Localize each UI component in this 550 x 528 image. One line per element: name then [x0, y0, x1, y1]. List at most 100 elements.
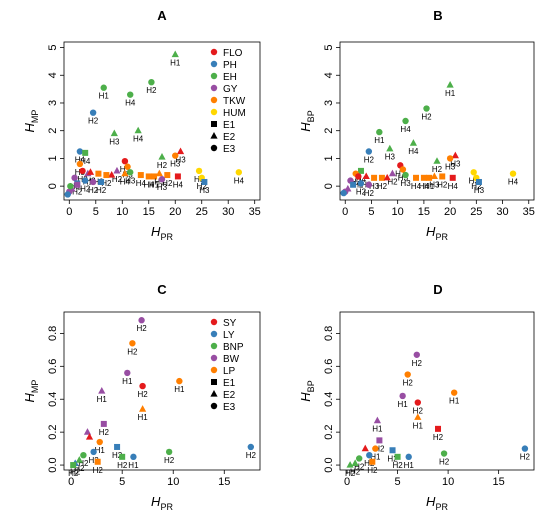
x-tick-label: 30: [222, 206, 234, 218]
data-point: [130, 453, 137, 461]
data-point: [365, 181, 373, 188]
data-point: [70, 462, 77, 469]
x-tick-label: 5: [395, 476, 401, 488]
point-label: H2: [112, 175, 123, 184]
point-label: H1: [398, 400, 409, 409]
y-tick-label: 0.2: [47, 424, 59, 439]
point-label: H2: [387, 178, 398, 187]
data-point: [475, 178, 482, 185]
data-point: [113, 166, 121, 174]
data-point: [164, 172, 171, 179]
data-point: [402, 171, 409, 179]
data-point: [108, 171, 116, 178]
point-label: H4: [356, 175, 367, 184]
data-point: [449, 174, 456, 181]
data-point: [426, 174, 433, 181]
y-tick-label: 4: [47, 72, 59, 78]
plot-frame: [63, 311, 261, 471]
data-point: [509, 170, 517, 177]
point-label: H1: [128, 461, 139, 470]
data-point: [71, 174, 78, 182]
data-point: [351, 459, 359, 467]
point-label: H4: [136, 179, 147, 188]
point-label: H3: [398, 174, 409, 183]
legend-label: E1: [223, 378, 236, 389]
data-point: [121, 169, 129, 177]
point-label: H1: [445, 89, 456, 98]
y-tick-label: 0.4: [47, 392, 59, 407]
data-point: [127, 169, 134, 176]
point-label: H2: [374, 444, 385, 453]
point-label: H2: [364, 189, 375, 198]
panel-title: A: [157, 8, 167, 23]
data-point: [404, 371, 411, 378]
data-point: [376, 128, 383, 136]
legend-marker: [210, 402, 218, 410]
point-label: H2: [78, 459, 89, 468]
point-label: H1: [122, 377, 133, 386]
data-point: [75, 456, 83, 463]
x-tick-label: 30: [496, 206, 508, 218]
point-label: H4: [419, 182, 430, 191]
point-label: H4: [448, 182, 459, 191]
data-point: [413, 351, 420, 358]
point-label: H2: [117, 461, 128, 470]
x-tick-label: 15: [218, 476, 230, 488]
point-label: H3: [474, 186, 485, 195]
legend-label: BNP: [223, 342, 244, 353]
legend-label: PH: [223, 60, 237, 71]
legend-marker: [210, 60, 218, 68]
data-point: [195, 167, 203, 175]
point-label: H2: [157, 161, 168, 170]
legend-marker: [210, 84, 218, 92]
x-tick-label: 25: [470, 206, 482, 218]
data-point: [145, 173, 152, 180]
point-label: H3: [385, 153, 396, 162]
data-point: [124, 369, 131, 377]
y-tick-label: 3: [47, 100, 59, 106]
point-label: H2: [432, 165, 443, 174]
data-point: [414, 399, 422, 406]
data-point: [389, 447, 396, 454]
legend-label: FLO: [223, 48, 243, 59]
point-label: H1: [83, 178, 94, 187]
y-tick-label: 5: [47, 44, 59, 50]
plot-frame: [63, 41, 261, 201]
point-label: H2: [350, 467, 361, 476]
panel-d: D0 5 10 150.00.20.40.60.8HPRHBPH2H2H1H1H2H1…: [298, 282, 535, 512]
data-point: [388, 169, 397, 177]
point-label: H2: [137, 390, 148, 399]
plot-frame: [339, 41, 535, 201]
point-label: H4: [400, 125, 411, 134]
x-tick-label: 5: [119, 476, 125, 488]
data-point: [139, 405, 147, 412]
data-point: [201, 178, 208, 185]
data-point: [369, 458, 376, 465]
point-label: H3: [109, 137, 120, 146]
data-point: [98, 178, 105, 185]
data-point: [435, 425, 442, 432]
x-tick-label: 15: [493, 476, 505, 488]
point-label: H2: [80, 185, 91, 194]
data-point: [124, 163, 131, 170]
point-label: H2: [72, 187, 83, 196]
x-tick-label: 0: [68, 476, 74, 488]
data-point: [373, 416, 381, 424]
legend-marker: [210, 318, 218, 326]
data-point: [446, 155, 454, 162]
x-tick-label: 10: [392, 206, 404, 218]
data-point: [119, 453, 126, 460]
data-point: [366, 451, 373, 459]
legend-label: E3: [223, 402, 236, 413]
point-label: H1: [449, 397, 460, 406]
point-label: H4: [234, 176, 245, 185]
y-tick-label: 0.0: [47, 457, 59, 472]
point-label: H1: [137, 413, 148, 422]
legend-label: HUM: [223, 108, 246, 119]
point-label: H2: [246, 451, 257, 460]
data-point: [423, 105, 430, 112]
panel-title: B: [433, 8, 442, 23]
data-point: [355, 173, 362, 180]
data-point: [357, 180, 365, 187]
legend-marker: [210, 144, 218, 152]
